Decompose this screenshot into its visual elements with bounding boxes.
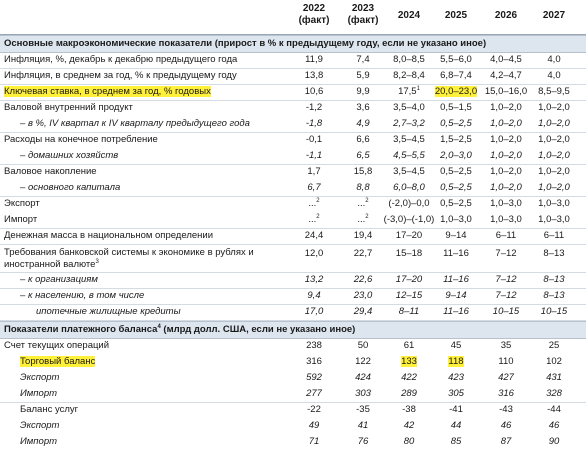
- table-row: ипотечные жилищные кредиты 17,0 29,4 8–1…: [0, 305, 586, 321]
- table-row: – в %, IV квартал к IV кварталу предыдущ…: [0, 117, 586, 133]
- row-label: Торговый баланс: [20, 355, 96, 369]
- table-row: Валовое накопление 1,7 15,8 3,5–4,5 0,5–…: [4, 166, 570, 177]
- table-row: Экспорт 49 41 42 44 46 46: [20, 420, 560, 431]
- row-label: Счет текущих операций: [4, 340, 110, 351]
- col-header-2025: 2025: [444, 10, 468, 21]
- table-row: Импорт 277 303 289 305 316 328: [0, 387, 586, 403]
- row-label: – к организациям: [20, 274, 98, 285]
- table-row: Баланс услуг -22 -35 -38 -41 -43 -44: [20, 404, 561, 415]
- table-row: Счет текущих операций 238 50 61 45 35 25: [4, 340, 560, 351]
- row-label: Расходы на конечное потребление: [4, 134, 158, 145]
- table-row: – к организациям 13,2 22,6 17–20 11–16 7…: [0, 273, 586, 289]
- row-label: Экспорт: [4, 198, 40, 209]
- table-row: Расходы на конечное потребление -0,1 6,6…: [4, 134, 570, 145]
- table-row: Экспорт ...2 ...2 (-2,0)–0,0 0,5–2,5 1,0…: [4, 197, 570, 209]
- row-label: Импорт: [20, 388, 58, 399]
- table-row: – домашних хозяйств -1,1 6,5 4,5–5,5 2,0…: [0, 149, 586, 165]
- col-header-2027: 2027: [542, 10, 566, 21]
- table-row: – основного капитала 6,7 8,8 6,0–8,0 0,5…: [0, 181, 586, 197]
- highlight-mark: 118: [448, 356, 464, 367]
- table-row-trade-balance: Торговый баланс 316 122 133 118 110 102: [20, 355, 562, 369]
- row-label: – к населению, в том числе: [20, 290, 145, 301]
- row-label: Импорт: [4, 214, 38, 225]
- table-row: Экспорт 592 424 422 423 427 431: [20, 372, 562, 383]
- table-row: Импорт 71 76 80 85 87 90: [20, 436, 560, 447]
- row-label: – основного капитала: [20, 182, 121, 193]
- row-label: Баланс услуг: [20, 404, 79, 415]
- row-label: Требования банковской системы к экономик…: [4, 247, 254, 270]
- table-row: Требования банковской системы к экономик…: [0, 245, 586, 273]
- table-row: Валовой внутренний продукт -1,2 3,6 3,5–…: [4, 102, 570, 113]
- col-header-2026: 2026: [494, 10, 518, 21]
- row-label: Импорт: [20, 436, 58, 447]
- row-label: Инфляция, в среднем за год, % к предыдущ…: [4, 70, 237, 81]
- table-row: Инфляция, в среднем за год, % к предыдущ…: [0, 69, 586, 85]
- row-label: Денежная масса в национальном определени…: [4, 230, 213, 241]
- col-header-2023: 2023 (факт): [347, 3, 379, 26]
- row-label: – домашних хозяйств: [20, 150, 119, 161]
- row-label: Валовое накопление: [4, 166, 97, 177]
- col-header-2024: 2024: [397, 10, 421, 21]
- footnote-mark: 1: [416, 85, 420, 92]
- highlight-mark: 133: [401, 356, 417, 367]
- section-title-balance-of-payments: Показатели платежного баланса4 (млрд дол…: [0, 321, 586, 339]
- row-label: Ключевая ставка, в среднем за год, % год…: [4, 85, 211, 99]
- row-label: Валовой внутренний продукт: [4, 102, 133, 113]
- table-row: Импорт ...2 ...2 (-3,0)–(-1,0) 1,0–3,0 1…: [0, 213, 586, 229]
- row-label: Инфляция, %, декабрь к декабрю предыдуще…: [4, 54, 238, 65]
- row-label: ипотечные жилищные кредиты: [36, 306, 181, 317]
- row-label: Экспорт: [20, 420, 60, 431]
- table-header: 2022 (факт) 2023 (факт) 2024 2025 2026 202…: [0, 0, 586, 35]
- highlight-mark: Ключевая ставка, в среднем за год, % год…: [4, 86, 211, 97]
- table-row: – к населению, в том числе 9,4 23,0 12–1…: [0, 289, 586, 305]
- highlight-mark: Торговый баланс: [20, 356, 96, 367]
- row-label: – в %, IV квартал к IV кварталу предыдущ…: [20, 118, 250, 129]
- col-header-2022: 2022 (факт): [298, 3, 330, 26]
- section-title-macro: Основные макроэкономические показатели (…: [0, 35, 586, 53]
- table-row-key-rate: Ключевая ставка, в среднем за год, % год…: [0, 85, 586, 101]
- table-row: Инфляция, %, декабрь к декабрю предыдуще…: [0, 53, 586, 69]
- row-label: Экспорт: [20, 372, 60, 383]
- highlight-mark: 20,0–23,0: [434, 86, 478, 97]
- table-row: Денежная масса в национальном определени…: [0, 229, 586, 245]
